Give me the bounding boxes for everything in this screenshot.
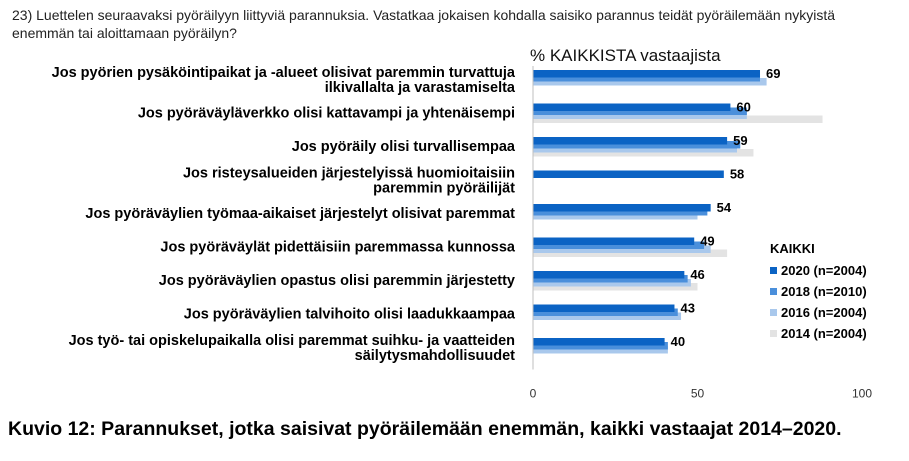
bar-2020-1 — [533, 103, 731, 111]
category-label-4: Jos pyöräväylien työmaa-aikaiset järjest… — [85, 206, 515, 222]
bar-2018-6 — [533, 275, 688, 283]
bar-2020-8 — [533, 338, 665, 346]
x-tick-0: 0 — [530, 387, 537, 401]
value-label-1: 60 — [736, 100, 750, 115]
bar-2016-1 — [533, 111, 747, 119]
legend-swatch-2016 — [770, 309, 777, 316]
legend-label-2018: 2018 (n=2010) — [781, 284, 867, 299]
value-label-0: 69 — [766, 66, 780, 81]
category-label-2: Jos pyöräily olisi turvallisempaa — [292, 139, 516, 155]
legend-swatch-2014 — [770, 330, 777, 337]
bar-2016-5 — [533, 245, 711, 253]
x-tick-100: 100 — [852, 387, 872, 401]
bar-chart: Jos pyörien pysäköintipaikat ja -alueet … — [52, 65, 873, 401]
bar-2018-8 — [533, 342, 668, 350]
bar-2020-6 — [533, 271, 685, 279]
bar-2018-7 — [533, 308, 678, 316]
category-label-1: Jos pyöräväyläverkko olisi kattavampi ja… — [138, 106, 515, 122]
bar-2014-2 — [533, 149, 754, 157]
x-tick-50: 50 — [691, 387, 705, 401]
value-label-6: 46 — [690, 267, 704, 282]
figure-caption: Kuvio 12: Parannukset, jotka saisivat py… — [8, 418, 842, 440]
bar-2014-6 — [533, 283, 698, 291]
value-label-4: 54 — [717, 200, 732, 215]
legend-label-2020: 2020 (n=2004) — [781, 263, 867, 278]
bar-2016-0 — [533, 78, 767, 86]
bar-2016-6 — [533, 279, 691, 287]
bar-2020-7 — [533, 304, 675, 312]
value-label-5: 49 — [700, 234, 714, 249]
bar-2020-0 — [533, 70, 761, 78]
bar-2020-3 — [533, 170, 724, 178]
bar-2018-0 — [533, 74, 761, 82]
bar-2014-5 — [533, 249, 728, 257]
legend-swatch-2018 — [770, 288, 777, 295]
bar-2016-8 — [533, 346, 668, 354]
chart-subtitle: % KAIKKISTA vastaajista — [530, 46, 721, 65]
bar-2020-5 — [533, 237, 695, 245]
bar-2016-7 — [533, 312, 682, 320]
bar-2014-1 — [533, 115, 823, 123]
value-label-7: 43 — [680, 301, 694, 316]
legend-label-2014: 2014 (n=2004) — [781, 326, 867, 341]
bar-2016-4 — [533, 212, 698, 220]
value-label-8: 40 — [671, 334, 685, 349]
bar-2018-4 — [533, 208, 708, 216]
bar-2018-1 — [533, 107, 747, 115]
legend-title: KAIKKI — [770, 241, 815, 256]
value-label-2: 59 — [733, 133, 747, 148]
bar-2018-2 — [533, 141, 741, 149]
category-label-3: Jos risteysalueiden järjestelyissä huomi… — [183, 166, 515, 197]
category-label-5: Jos pyöräväylät pidettäisiin paremmassa … — [160, 240, 516, 256]
category-label-7: Jos pyöräväylien talvihoito olisi laaduk… — [184, 307, 516, 323]
bar-2016-2 — [533, 145, 737, 153]
bar-2018-5 — [533, 241, 705, 249]
category-label-8: Jos työ- tai opiskelupaikalla olisi pare… — [69, 333, 516, 364]
question-text: 23) Luettelen seuraavaksi pyöräilyyn lii… — [12, 7, 836, 41]
value-label-3: 58 — [730, 167, 744, 182]
category-label-6: Jos pyöräväylien opastus olisi paremmin … — [159, 273, 515, 289]
legend-label-2016: 2016 (n=2004) — [781, 305, 867, 320]
category-label-0: Jos pyörien pysäköintipaikat ja -alueet … — [52, 65, 516, 96]
legend-swatch-2020 — [770, 267, 777, 274]
bar-2020-2 — [533, 137, 728, 145]
bar-2020-4 — [533, 204, 711, 212]
